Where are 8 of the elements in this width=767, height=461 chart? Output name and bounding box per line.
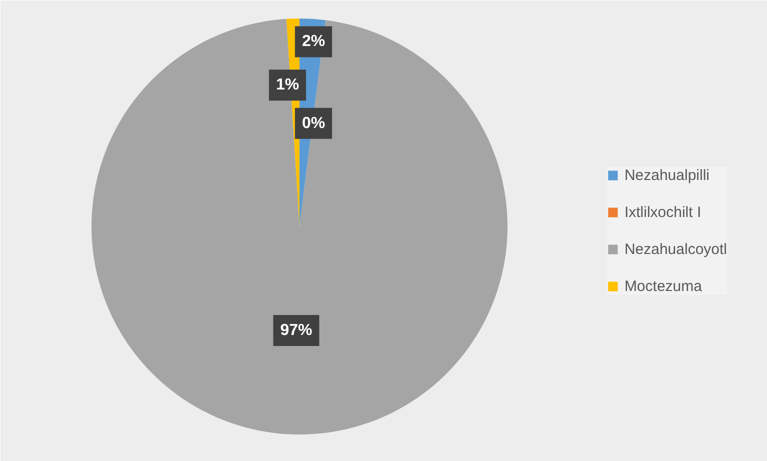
legend-label: Ixtlilxochilt I xyxy=(624,204,702,220)
text: 0% xyxy=(302,114,326,132)
data-label: 97% xyxy=(280,322,312,339)
legend-label: Moctezuma xyxy=(624,278,702,294)
data-label: 1% xyxy=(276,76,300,94)
data-label: 2% xyxy=(302,33,326,50)
legend-label: Nezahualcoyotl xyxy=(624,240,727,258)
legend-label: Nezahualpilli xyxy=(624,166,710,184)
